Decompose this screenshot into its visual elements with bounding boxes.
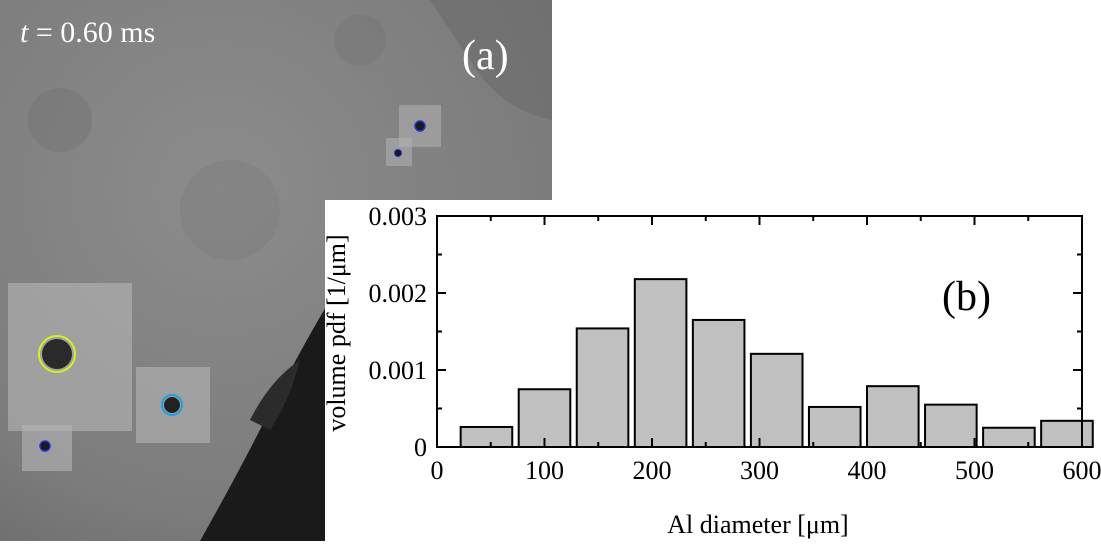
- histogram-bar: [751, 354, 803, 447]
- histogram-bar: [577, 328, 629, 447]
- x-tick-label: 0: [431, 456, 444, 485]
- histogram-bar: [925, 405, 977, 447]
- x-tick-label: 300: [740, 456, 779, 485]
- histogram-bar: [983, 428, 1035, 447]
- y-tick-label: 0.001: [369, 356, 428, 385]
- x-tick-label: 400: [848, 456, 887, 485]
- histogram-bar: [809, 407, 861, 447]
- histogram-bar: [693, 320, 745, 447]
- x-tick-label: 100: [525, 456, 564, 485]
- panel-b-label: (b): [942, 274, 991, 320]
- y-tick-label: 0.003: [369, 202, 428, 231]
- y-tick-label: 0: [414, 433, 427, 462]
- x-tick-label: 200: [633, 456, 672, 485]
- histogram-bar: [1041, 421, 1093, 447]
- histogram-bar: [635, 279, 687, 447]
- histogram-bar: [461, 427, 513, 447]
- x-axis-label: Al diameter [μm]: [667, 510, 848, 539]
- x-tick-label: 500: [955, 456, 994, 485]
- x-tick-label: 600: [1063, 456, 1101, 485]
- y-tick-label: 0.002: [369, 279, 428, 308]
- histogram-bar: [867, 386, 919, 447]
- y-axis-label: volume pdf [1/μm]: [322, 234, 351, 431]
